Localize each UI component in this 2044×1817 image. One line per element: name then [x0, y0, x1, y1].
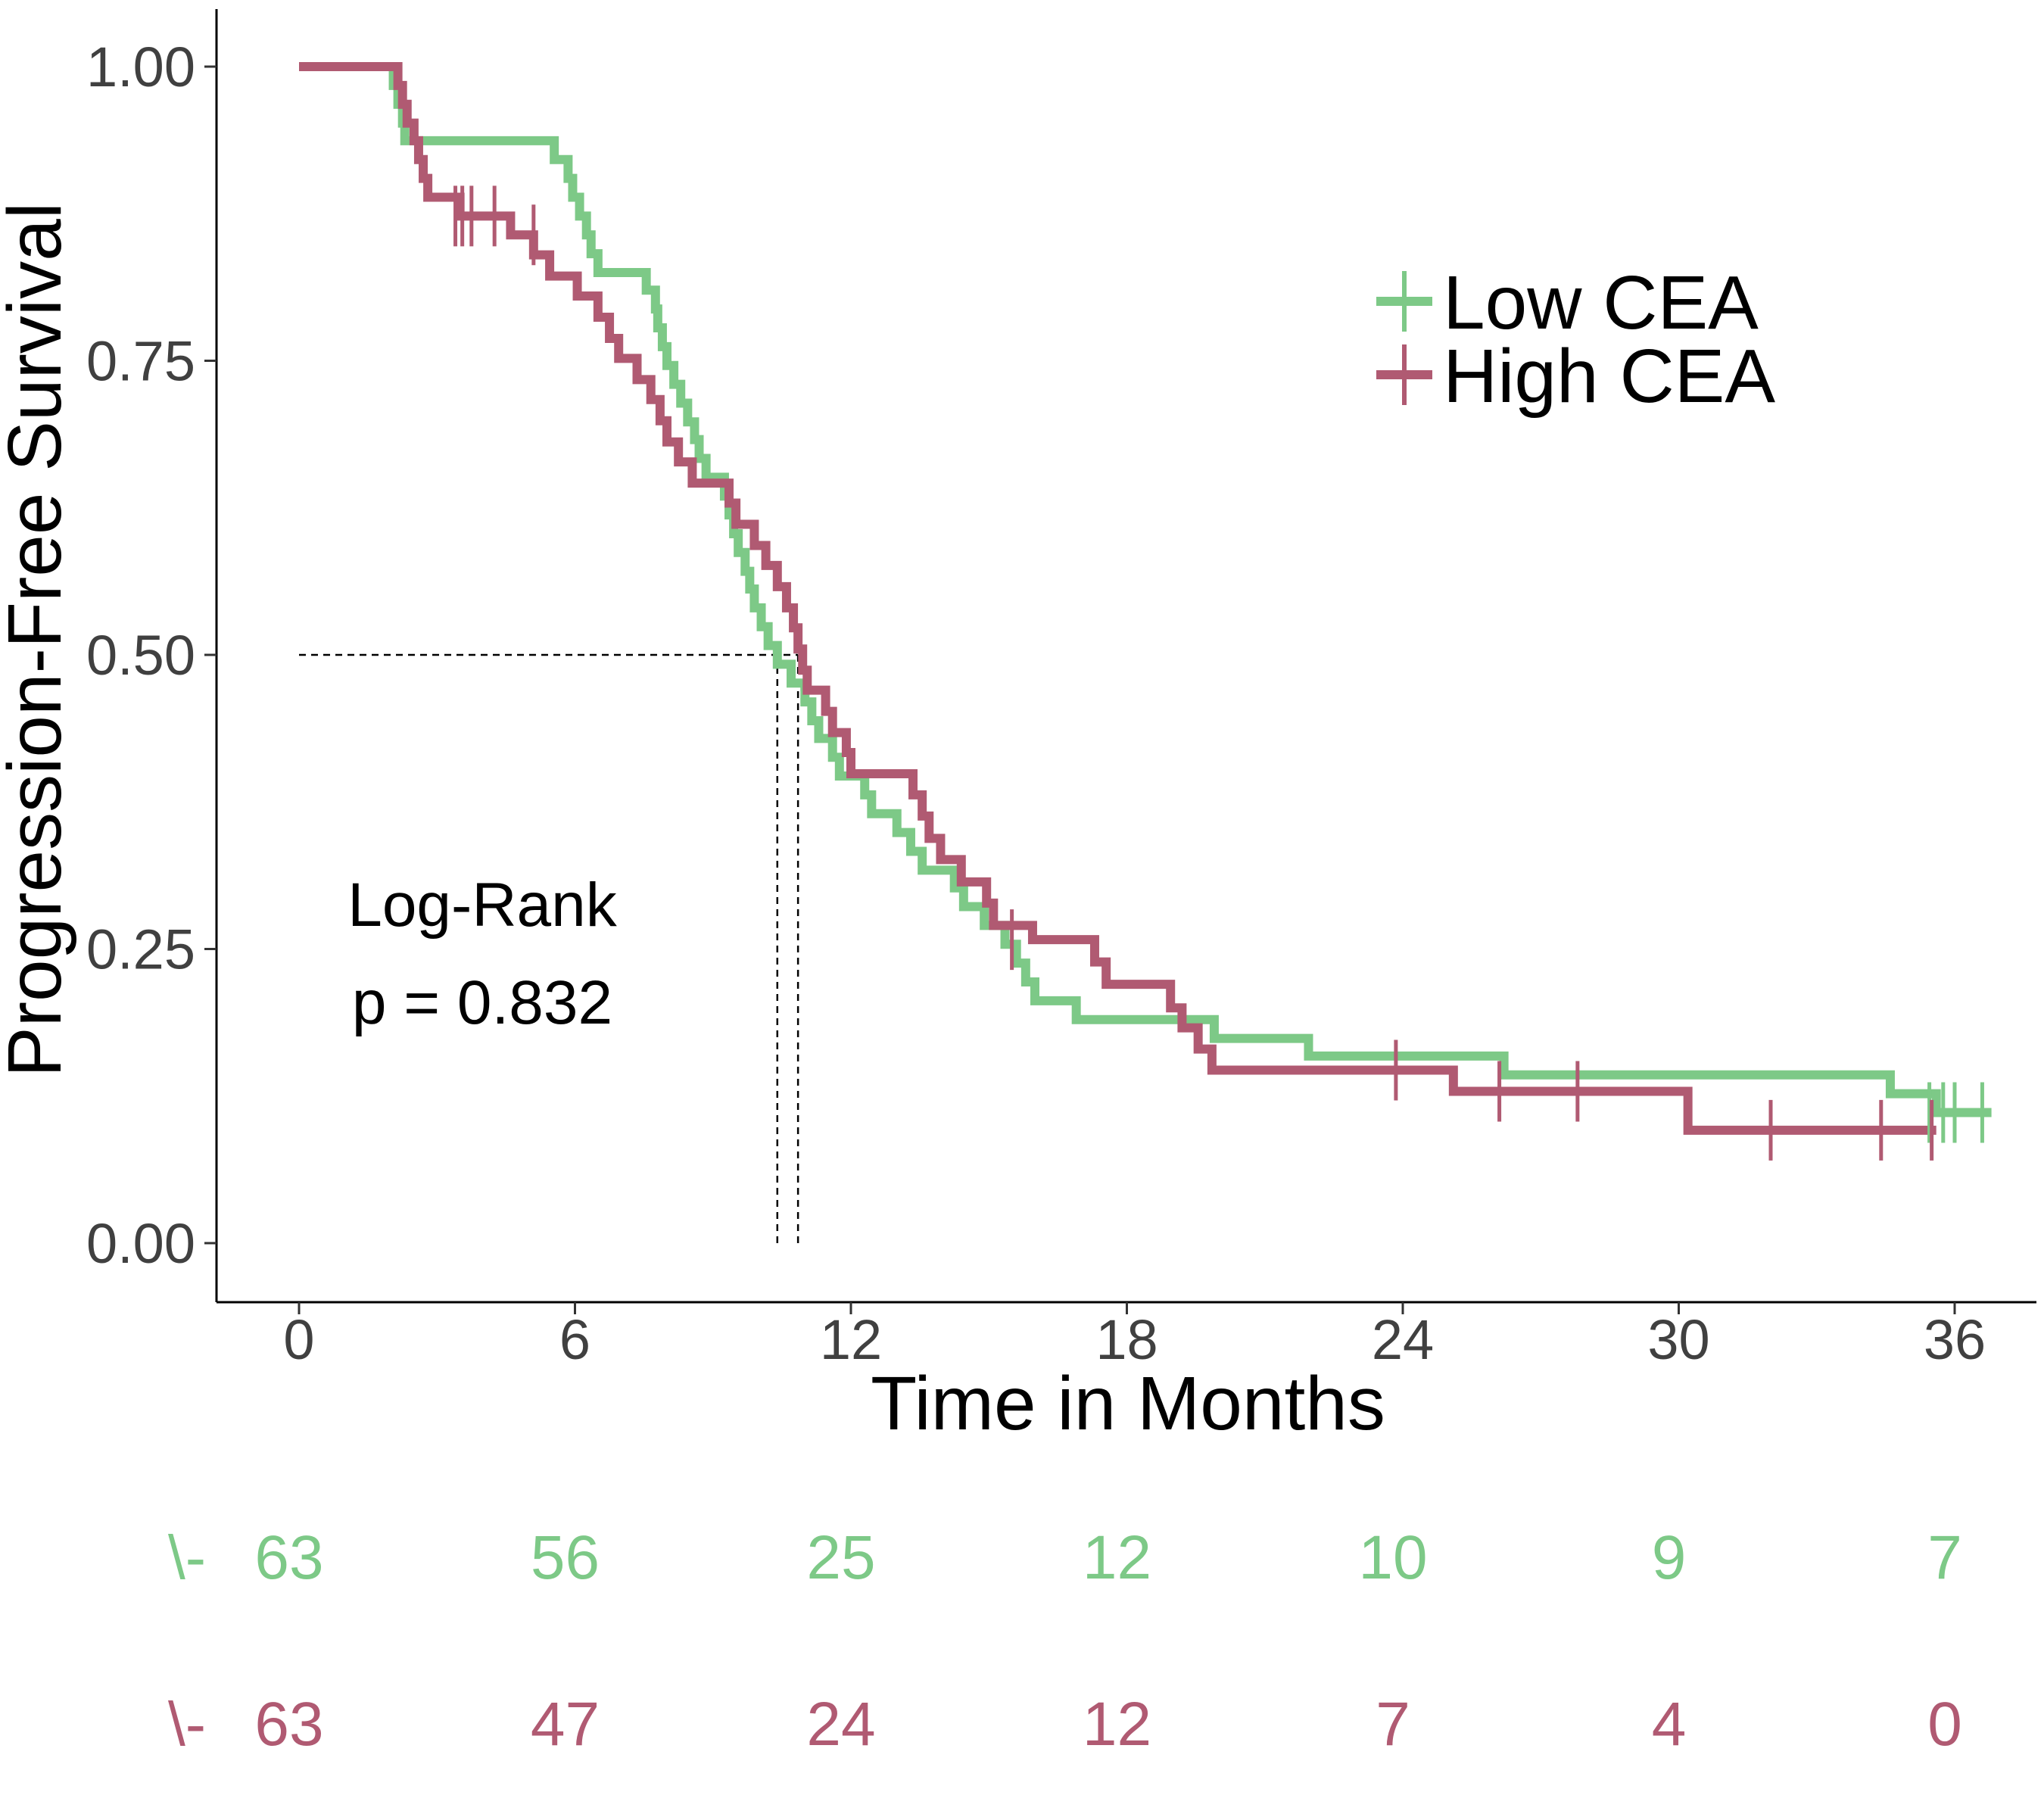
risk-count: 7: [1376, 1690, 1410, 1759]
legend: Low CEA High CEA: [1376, 260, 1775, 419]
risk-count: 7: [1927, 1523, 1962, 1592]
survival-curves: [299, 62, 1992, 1135]
survival-curve-low-cea: [299, 62, 1992, 1117]
y-axis-ticks: 0.00 0.25 0.50 0.75 1.00: [86, 36, 217, 1275]
p-value-label: p = 0.832: [352, 968, 612, 1037]
risk-count: 25: [806, 1523, 875, 1592]
x-tick-label: 30: [1647, 1308, 1709, 1371]
risk-count: 12: [1083, 1523, 1151, 1592]
x-tick-label: 12: [820, 1308, 882, 1371]
median-survival-lines: [299, 653, 799, 1243]
y-tick-label: 1.00: [86, 36, 195, 98]
risk-count: 56: [531, 1523, 600, 1592]
legend-item-high-cea: High CEA: [1376, 334, 1775, 419]
x-axis-ticks: 0 6 12 18 24 30 36: [283, 1302, 1986, 1371]
censor-marks: [453, 185, 1984, 1161]
legend-label-low-cea: Low CEA: [1443, 260, 1759, 345]
risk-table: \- 63 56 25 12 10 9 7 \- 63 47 24 12 7 4 0: [168, 1523, 1962, 1759]
risk-count: 47: [531, 1690, 600, 1759]
risk-row-label: \-: [168, 1690, 206, 1759]
risk-count: 63: [254, 1690, 323, 1759]
risk-count: 24: [806, 1690, 875, 1759]
risk-count: 9: [1652, 1523, 1687, 1592]
y-tick-label: 0.50: [86, 624, 195, 687]
risk-count: 4: [1652, 1690, 1687, 1759]
risk-count: 63: [254, 1523, 323, 1592]
y-tick-label: 0.00: [86, 1212, 195, 1275]
risk-row-label: \-: [168, 1523, 206, 1592]
x-tick-label: 0: [283, 1308, 314, 1371]
y-tick-label: 0.75: [86, 330, 195, 393]
x-tick-label: 36: [1924, 1308, 1986, 1371]
x-axis-title: Time in Months: [871, 1361, 1385, 1446]
survival-curve-high-cea: [299, 62, 1937, 1135]
legend-label-high-cea: High CEA: [1443, 334, 1775, 419]
legend-item-low-cea: Low CEA: [1376, 260, 1759, 345]
risk-count: 10: [1358, 1523, 1427, 1592]
x-tick-label: 24: [1372, 1308, 1434, 1371]
y-tick-label: 0.25: [86, 918, 195, 981]
log-rank-label: Log-Rank: [347, 871, 618, 940]
risk-count: 12: [1083, 1690, 1151, 1759]
x-tick-label: 18: [1095, 1308, 1158, 1371]
x-tick-label: 6: [559, 1308, 590, 1371]
risk-count: 0: [1927, 1690, 1962, 1759]
y-axis-title: Progression-Free Survival: [0, 202, 77, 1077]
